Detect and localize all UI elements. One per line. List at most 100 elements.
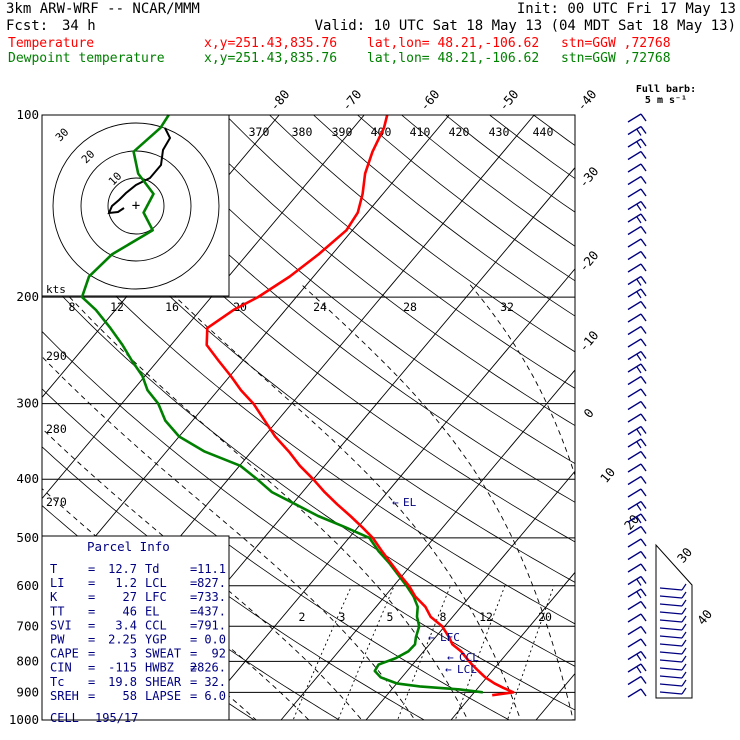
parcel-value-lcl: 827.	[197, 576, 226, 590]
wind-barb-flag	[636, 429, 642, 436]
temperature-label--30: -30	[576, 164, 602, 191]
temperature-label--80: -80	[267, 87, 293, 114]
mixing-label-lower-20: 20	[538, 610, 552, 624]
wind-barb-flag	[640, 226, 647, 234]
wind-barb-staff	[627, 275, 642, 286]
parcel-value-t: 12.7	[108, 562, 137, 576]
parcel-equals: =	[88, 618, 95, 632]
wind-barb-staff	[627, 188, 642, 198]
wind-barb-staff	[627, 450, 642, 461]
parcel-equals: =	[190, 604, 197, 618]
wind-barb-staff	[627, 213, 642, 223]
wind-barb-flag	[640, 151, 647, 159]
mixing-label-upper-12: 12	[110, 300, 124, 314]
isotherm-line	[195, 268, 575, 720]
wind-barb-flag	[640, 288, 647, 297]
wind-barb-flag	[640, 488, 647, 497]
wind-barb-staff	[627, 550, 642, 561]
mixing-label-lower-12: 12	[479, 610, 493, 624]
pressure-label-500: 500	[16, 530, 39, 545]
parcel-equals: =	[190, 689, 197, 703]
adiabat-label-290: 290	[46, 349, 67, 363]
isotherm-line	[450, 571, 575, 720]
mixing-ratio-line	[507, 585, 555, 720]
temperature-label--40: -40	[574, 87, 600, 114]
parcel-equals: =	[88, 647, 95, 661]
wind-barb-flag	[636, 579, 642, 586]
wind-barb-flag	[636, 291, 642, 299]
parcel-label-tc: Tc	[50, 675, 64, 689]
lower-wind-barb	[659, 635, 683, 639]
parcel-label-svi: SVI	[50, 618, 72, 632]
wind-barb-flag	[640, 176, 647, 184]
lower-wind-barb	[659, 627, 683, 631]
lower-wind-barb-flag	[681, 591, 687, 599]
wind-barb-staff	[627, 625, 642, 636]
mixing-ratio-line	[572, 586, 618, 733]
wind-barb-flag	[640, 613, 647, 622]
temperature-latlon: lat,lon= 48.21,-106.62	[367, 36, 540, 51]
temperature-station: stn=GGW ,72768	[561, 36, 671, 51]
parcel-info-panel: Parcel Info T = 12.7 Td = 11.1LI = 1.2 LCL = 827.K…	[41, 535, 230, 725]
wind-barb-flag	[636, 441, 642, 449]
hodograph-ring-30	[52, 122, 220, 290]
pressure-label-800: 800	[16, 653, 39, 668]
wind-barb-flag	[636, 366, 642, 374]
lower-wind-barb	[659, 691, 683, 695]
hodograph-trace	[107, 127, 172, 215]
wind-barb-flag	[640, 326, 647, 334]
mixing-label-upper-32: 32	[500, 300, 514, 314]
parcel-label-li: LI	[50, 576, 64, 590]
parcel-value-cape: 3	[130, 647, 137, 661]
wind-barb-staff	[627, 600, 642, 611]
wind-barb-staff	[627, 388, 642, 398]
parcel-value-shear: 32.	[204, 675, 226, 689]
lower-wind-barb-flag	[681, 647, 687, 655]
pressure-label-200: 200	[16, 289, 39, 304]
temperature-label--70: -70	[339, 87, 365, 114]
moist-adiabat-line	[56, 283, 469, 720]
parcel-equals: =	[88, 675, 95, 689]
isotherm-line	[706, 115, 740, 720]
wind-barb-flag	[636, 516, 642, 524]
wind-barb-staff	[627, 288, 642, 298]
barb-legend-title: Full barb:	[636, 84, 696, 95]
lower-wind-barb	[659, 587, 683, 591]
parcel-value-sreh: 58	[123, 689, 137, 703]
parcel-equals: =	[88, 604, 95, 618]
lower-wind-barb	[659, 667, 683, 671]
wind-barb-flag	[636, 666, 642, 674]
lower-wind-barb	[659, 643, 683, 647]
parcel-label-hwbz: HWBZ	[145, 661, 174, 675]
adiabat-label-280: 280	[46, 422, 67, 436]
hodograph-center-cross: +	[132, 198, 140, 214]
wind-barb-flag	[636, 141, 642, 149]
forecast-label: Fcst:	[6, 18, 49, 34]
pressure-label-900: 900	[16, 684, 39, 699]
wind-barb-flag	[640, 638, 647, 647]
wind-barb-flag	[640, 313, 647, 322]
cell-motion-label: CELL	[50, 711, 79, 725]
lcl-marker-arrow: ←	[445, 663, 452, 676]
init-time: Init: 00 UTC Fri 17 May 13	[516, 1, 736, 17]
theta-label-440: 440	[533, 125, 554, 139]
wind-barb-flag	[640, 238, 647, 247]
dry-adiabat-line	[93, 115, 575, 503]
mixing-label-lower-2: 2	[299, 610, 306, 624]
lower-wind-barb-flag	[681, 631, 687, 639]
lower-wind-barb-flag	[681, 679, 687, 687]
wind-barb-flag	[640, 513, 647, 522]
mixing-label-upper-24: 24	[313, 300, 327, 314]
mixing-label-lower-5: 5	[387, 610, 394, 624]
parcel-value-tt: 46	[123, 604, 137, 618]
wind-barb-flag	[636, 654, 642, 661]
lcl-marker-label: LCL	[457, 663, 477, 676]
parcel-label-el: EL	[145, 604, 159, 618]
parcel-info-title: Parcel Info	[87, 539, 170, 554]
wind-barb-flag	[640, 501, 647, 509]
parcel-label-cin: CIN	[50, 661, 72, 675]
wind-barb-flag	[640, 276, 647, 284]
parcel-value-hwbz: 2826.	[190, 661, 226, 675]
